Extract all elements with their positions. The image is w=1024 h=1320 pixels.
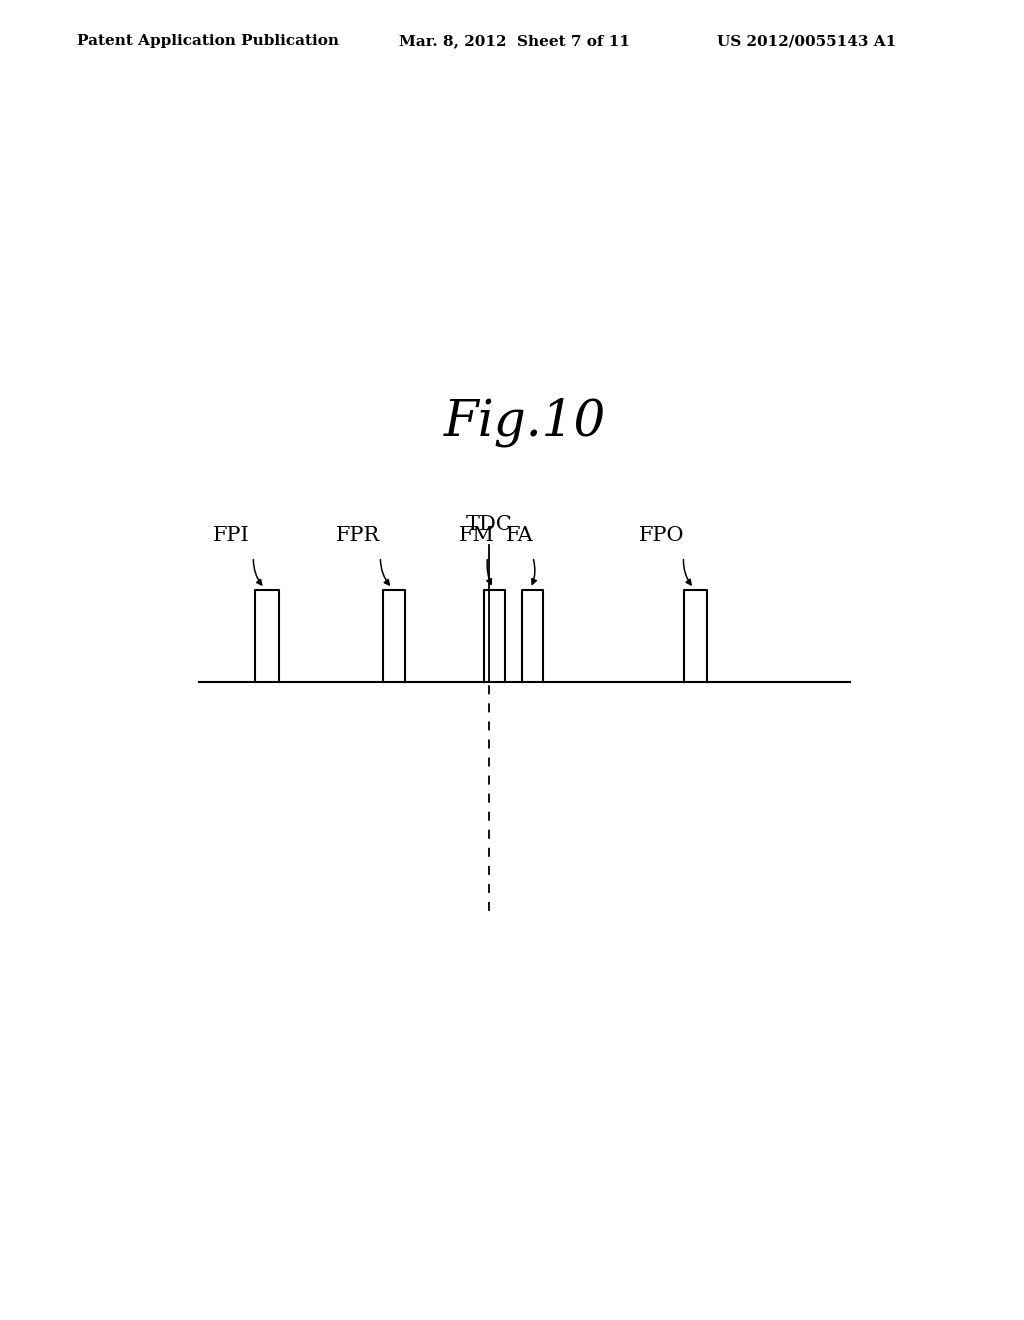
Text: FPI: FPI: [213, 525, 250, 545]
Text: US 2012/0055143 A1: US 2012/0055143 A1: [717, 34, 896, 49]
Text: Patent Application Publication: Patent Application Publication: [77, 34, 339, 49]
Text: FPO: FPO: [639, 525, 684, 545]
Text: Fig.10: Fig.10: [443, 397, 606, 447]
Text: FA: FA: [506, 525, 534, 545]
Text: FPR: FPR: [336, 525, 380, 545]
Text: Mar. 8, 2012  Sheet 7 of 11: Mar. 8, 2012 Sheet 7 of 11: [399, 34, 631, 49]
Text: FM: FM: [460, 525, 495, 545]
Text: TDC: TDC: [466, 516, 512, 535]
